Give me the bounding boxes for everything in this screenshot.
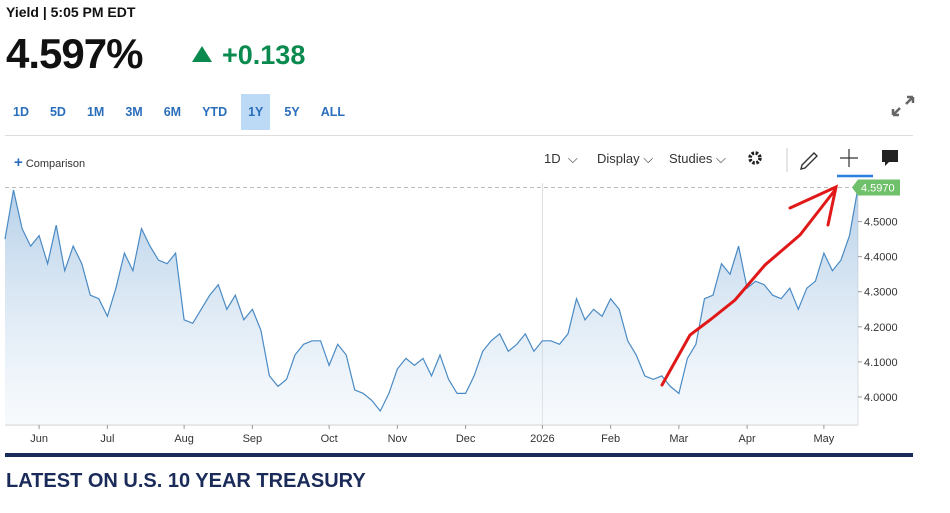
range-button[interactable]: YTD xyxy=(202,105,228,119)
range-button[interactable]: 5D xyxy=(49,105,66,119)
x-tick-label: Sep xyxy=(243,433,263,445)
y-tick-label: 4.5000 xyxy=(864,217,898,229)
range-button[interactable]: 6M xyxy=(163,105,182,119)
range-button[interactable]: 5Y xyxy=(284,105,300,119)
x-tick-label: Jun xyxy=(30,433,48,445)
expand-icon[interactable] xyxy=(890,94,916,118)
range-button[interactable]: 1D xyxy=(13,105,29,119)
chart-tools xyxy=(748,148,898,178)
chart: 4.0000 4.1000 4.2000 4.3000 4.4000 4.5000 Jun J… xyxy=(4,179,900,445)
section-title: LATEST ON U.S. 10 YEAR TREASURY xyxy=(6,470,366,492)
x-tick-label: Mar xyxy=(669,433,688,445)
x-tick-label: Aug xyxy=(174,433,194,445)
studies[interactable]: Studies ⌵ xyxy=(669,151,726,166)
crosshair-icon[interactable] xyxy=(840,149,858,167)
last-value-tag xyxy=(852,179,900,196)
comment-icon[interactable] xyxy=(882,150,898,166)
x-tick-label: Dec xyxy=(456,433,476,445)
x-tick-label: Apr xyxy=(739,433,756,445)
y-tick-label: 4.2000 xyxy=(864,322,898,334)
price: 4.597% xyxy=(6,30,143,77)
change: +0.138 xyxy=(222,40,306,70)
range-button[interactable]: 1Y xyxy=(241,94,271,130)
x-tick-label: May xyxy=(813,433,834,445)
x-tick-label: Feb xyxy=(601,433,620,445)
x-tick-label: 2026 xyxy=(530,433,554,445)
y-tick-label: 4.3000 xyxy=(864,287,898,299)
divider xyxy=(5,135,913,136)
area xyxy=(5,187,858,425)
draw-icon[interactable] xyxy=(800,152,818,170)
interval-label: 1D xyxy=(544,151,561,166)
comparison-label: Comparison xyxy=(25,158,86,170)
up-arrow xyxy=(192,46,212,62)
y-tick-label: 4.4000 xyxy=(864,252,898,264)
range-button[interactable]: ALL xyxy=(320,105,345,119)
y-tick-label: 4.1000 xyxy=(864,357,898,369)
interval[interactable]: 1D ⌵ xyxy=(544,151,578,166)
status: Yield | 5:05 PM EDT xyxy=(6,4,136,20)
display-label: Display xyxy=(597,151,640,166)
x-tick-label: Oct xyxy=(321,433,338,445)
range-button[interactable]: 3M xyxy=(125,105,143,119)
studies-label: Studies xyxy=(669,151,713,166)
x-tick-label: Nov xyxy=(388,433,408,445)
section-rule xyxy=(5,453,913,457)
annotation-arrow xyxy=(660,184,839,387)
x-tick-label: Jul xyxy=(100,433,114,445)
comparison[interactable]: + Comparison xyxy=(14,154,86,171)
range-buttons: 1D 5D 1M 3M 6M YTD 1Y 5Y ALL xyxy=(6,94,359,130)
display[interactable]: Display ⌵ xyxy=(597,151,654,166)
settings-icon[interactable] xyxy=(748,151,762,165)
last-value-label: 4.5970 xyxy=(861,183,895,195)
y-tick-label: 4.0000 xyxy=(864,392,898,404)
range-button[interactable]: 1M xyxy=(86,105,105,119)
line xyxy=(4,187,859,413)
